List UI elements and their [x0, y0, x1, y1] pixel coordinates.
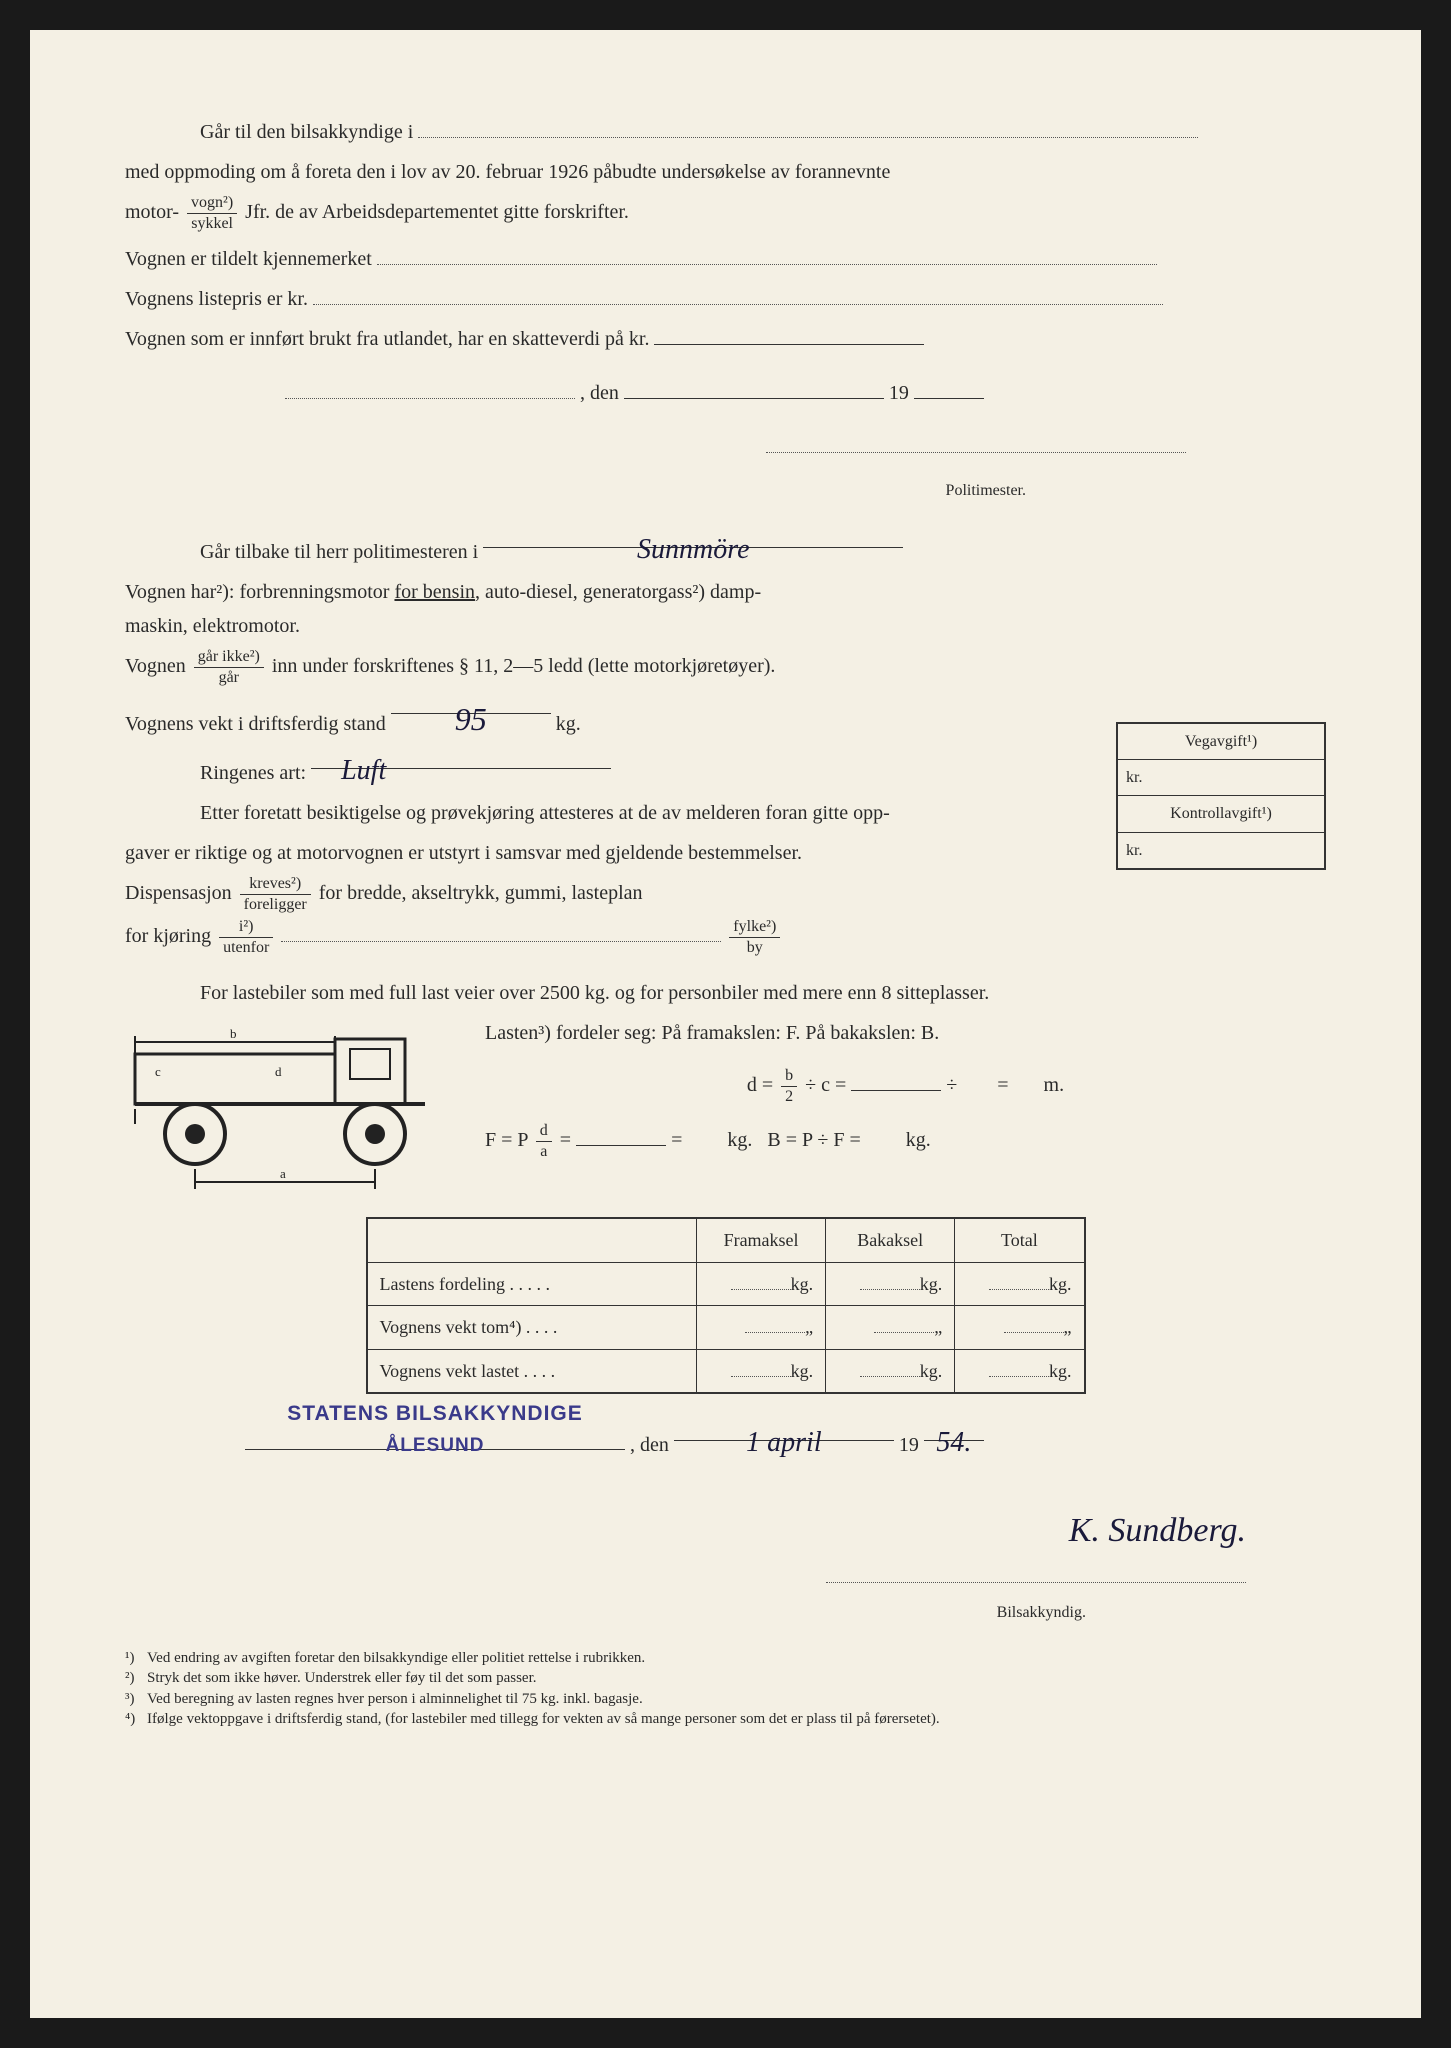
- blank-politimester-sig: [766, 431, 1186, 453]
- date-row-1: , den 19: [285, 376, 1326, 410]
- bilsakkyndig-signature: K. Sundberg. Bilsakkyndig.: [125, 1502, 1246, 1628]
- blank-listepris: [313, 283, 1163, 305]
- footnote-3: ³)Ved beregning av lasten regnes hver pe…: [125, 1689, 1326, 1709]
- line1-prefix: Går til den bilsakkyndige i: [200, 121, 413, 143]
- blank-bilsakkyndige: [418, 116, 1198, 138]
- table-row: Vognens vekt lastet . . . . kg. kg. kg.: [367, 1349, 1085, 1393]
- blank-weight: 95: [391, 692, 551, 714]
- fee-kontrollavgift: Kontrollavgift¹): [1118, 796, 1324, 832]
- truck-and-formulas: b a c d Lasten³) fordeler seg: På framak…: [125, 1016, 1326, 1202]
- line3-prefix: motor-: [125, 201, 179, 223]
- kreves-fraction: kreves²) foreligger: [240, 876, 311, 913]
- blank-skatteverdi: [654, 323, 924, 345]
- blank-politimester-place: Sunnmöre: [483, 526, 903, 548]
- fee-kr2: kr.: [1118, 833, 1324, 868]
- line-4: Vognen er tildelt kjennemerket: [125, 242, 1326, 276]
- formula-1: d = b2 ÷ c = ÷ = m.: [485, 1068, 1326, 1105]
- line3-suffix: Jfr. de av Arbeidsdepartementet gitte fo…: [245, 201, 629, 223]
- mid-line3: Vognen går ikke²) går inn under forskrif…: [125, 649, 1065, 686]
- svg-text:c: c: [155, 1064, 161, 1079]
- formulas-col: Lasten³) fordeler seg: På framakslen: F.…: [485, 1016, 1326, 1166]
- footnote-2: ²)Stryk det som ikke høver. Understrek e…: [125, 1668, 1326, 1688]
- line-5: Vognens listepris er kr.: [125, 282, 1326, 316]
- mid-line2: Vognen har²): forbrenningsmotor for bens…: [125, 575, 1065, 643]
- mid-line9: for kjøring i²) utenfor fylke²) by: [125, 919, 1326, 956]
- fee-box: Vegavgift¹) kr. Kontrollavgift¹) kr.: [1116, 722, 1326, 870]
- footnotes: ¹)Ved endring av avgiften foretar den bi…: [125, 1648, 1326, 1729]
- gar-ikke-fraction: går ikke²) går: [194, 649, 264, 686]
- fylke-by-fraction: fylke²) by: [729, 919, 780, 956]
- blank-place1: [285, 377, 575, 399]
- line-1: Går til den bilsakkyndige i: [200, 115, 1326, 149]
- line-6: Vognen som er innført brukt fra utlandet…: [125, 322, 1326, 356]
- formula-2: F = P da = = kg. B = P ÷ F = kg.: [485, 1123, 1326, 1160]
- weight-table: Framaksel Bakaksel Total Lastens fordeli…: [366, 1217, 1086, 1394]
- blank-year1: [914, 377, 984, 399]
- vogn-sykkel-fraction: vogn²) sykkel: [187, 195, 237, 232]
- document-page: Går til den bilsakkyndige i med oppmodin…: [30, 30, 1421, 2018]
- mid-line1: Går tilbake til herr politimesteren i Su…: [200, 526, 1326, 569]
- footnote-1: ¹)Ved endring av avgiften foretar den bi…: [125, 1648, 1326, 1668]
- blank-kjoring: [281, 920, 721, 942]
- fee-vegavgift: Vegavgift¹): [1118, 724, 1324, 760]
- line-2: med oppmoding om å foreta den i lov av 2…: [125, 155, 1326, 189]
- stamp-area: STATENS BILSAKKYNDIGE ÅLESUND: [245, 1428, 625, 1450]
- load-heading: For lastebiler som med full last veier o…: [200, 976, 1326, 1010]
- table-row: Lastens fordeling . . . . . kg. kg. kg.: [367, 1262, 1085, 1306]
- svg-text:d: d: [275, 1064, 282, 1079]
- politimester-line: Politimester.: [125, 438, 1186, 506]
- truck-diagram: b a c d: [125, 1024, 465, 1194]
- mid-line8: Dispensasjon kreves²) foreligger for bre…: [125, 876, 1326, 913]
- signature-row: STATENS BILSAKKYNDIGE ÅLESUND , den 1 ap…: [245, 1419, 1326, 1462]
- blank-rings: Luft: [311, 747, 611, 769]
- svg-text:b: b: [230, 1026, 237, 1041]
- footnote-4: ⁴)Ifølge vektoppgave i driftsferdig stan…: [125, 1709, 1326, 1729]
- table-header-row: Framaksel Bakaksel Total: [367, 1218, 1085, 1262]
- line-3: motor- vogn²) sykkel Jfr. de av Arbeidsd…: [125, 195, 1326, 232]
- fee-kr1: kr.: [1118, 760, 1324, 796]
- lasten-line: Lasten³) fordeler seg: På framakslen: F.…: [485, 1016, 1326, 1050]
- blank-date2: 1 april: [674, 1419, 894, 1441]
- svg-text:a: a: [280, 1166, 286, 1181]
- table-row: Vognens vekt tom⁴) . . . . „ „ „: [367, 1306, 1085, 1350]
- blank-day1: [624, 377, 884, 399]
- i-utenfor-fraction: i²) utenfor: [219, 919, 273, 956]
- blank-kjennemerket: [377, 243, 1157, 265]
- blank-year2: 54.: [924, 1419, 984, 1441]
